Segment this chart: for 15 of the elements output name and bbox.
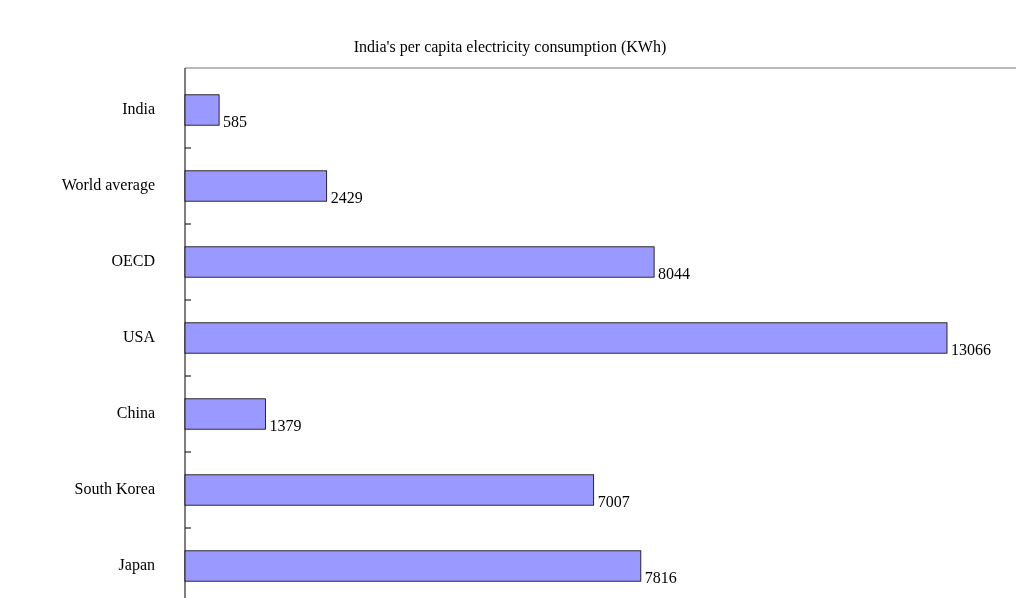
data-label: 1379 [269,416,302,434]
data-label: 585 [223,112,248,130]
chart-title: India's per capita electricity consumption (KWh) [353,38,667,56]
y-tick-label: World average [61,175,155,194]
y-tick-label: OECD [111,251,155,269]
y-tick-label: USA [122,327,156,345]
y-tick-label: South Korea [74,479,155,497]
data-label: 7816 [644,568,677,586]
y-tick-label: India [122,99,155,117]
data-label: 7007 [597,492,630,510]
data-label: 13066 [951,340,991,358]
y-tick-label: China [116,403,155,421]
y-tick-label: Japan [118,555,155,574]
data-label: 2429 [330,188,363,206]
data-label: 8044 [658,264,691,282]
